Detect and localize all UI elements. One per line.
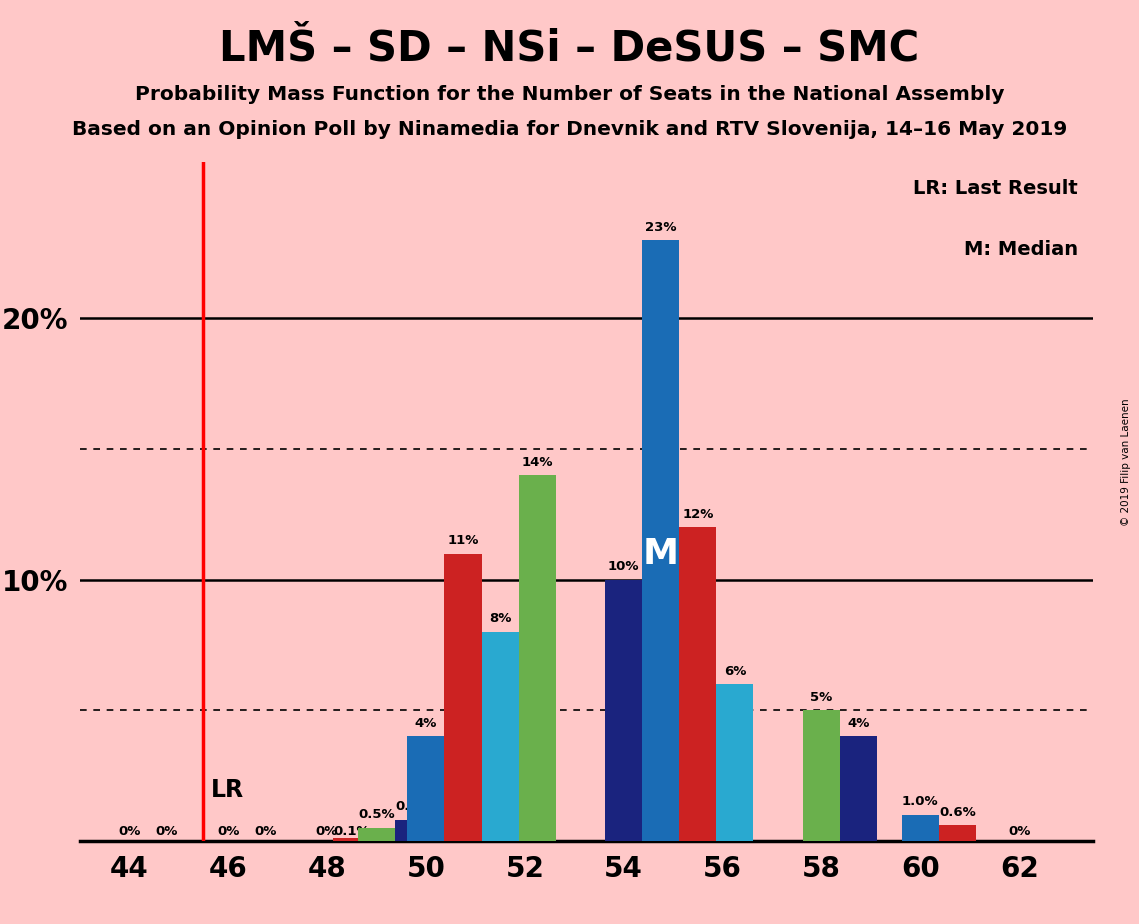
Bar	[902, 815, 939, 841]
Text: 11%: 11%	[448, 534, 478, 547]
Text: M: Median: M: Median	[964, 240, 1079, 259]
Bar	[395, 820, 432, 841]
Text: Based on an Opinion Poll by Ninamedia for Dnevnik and RTV Slovenija, 14–16 May 2: Based on an Opinion Poll by Ninamedia fo…	[72, 120, 1067, 140]
Bar	[518, 475, 556, 841]
Bar	[605, 579, 642, 841]
Bar	[482, 632, 518, 841]
Text: 0%: 0%	[316, 825, 338, 838]
Text: 5%: 5%	[810, 691, 833, 704]
Text: 0%: 0%	[155, 825, 178, 838]
Text: M: M	[642, 537, 679, 570]
Text: 14%: 14%	[522, 456, 552, 468]
Text: 10%: 10%	[608, 560, 639, 573]
Text: 0%: 0%	[1008, 825, 1031, 838]
Bar	[408, 736, 444, 841]
Text: 4%: 4%	[415, 717, 437, 730]
Text: 0.5%: 0.5%	[358, 808, 395, 821]
Text: 8%: 8%	[489, 613, 511, 626]
Text: LMŠ – SD – NSi – DeSUS – SMC: LMŠ – SD – NSi – DeSUS – SMC	[220, 28, 919, 69]
Text: 0.6%: 0.6%	[939, 806, 976, 819]
Text: 1.0%: 1.0%	[902, 796, 939, 808]
Bar	[679, 528, 716, 841]
Bar	[358, 828, 395, 841]
Bar	[444, 553, 482, 841]
Text: LR: Last Result: LR: Last Result	[913, 178, 1079, 198]
Text: 0%: 0%	[216, 825, 239, 838]
Bar	[803, 711, 841, 841]
Text: 4%: 4%	[847, 717, 870, 730]
Text: 6%: 6%	[723, 664, 746, 677]
Text: 0.1%: 0.1%	[334, 825, 370, 838]
Bar	[841, 736, 877, 841]
Text: 12%: 12%	[682, 508, 713, 521]
Text: 23%: 23%	[645, 221, 677, 234]
Bar	[716, 684, 754, 841]
Bar	[939, 825, 976, 841]
Text: LR: LR	[211, 778, 244, 802]
Text: Probability Mass Function for the Number of Seats in the National Assembly: Probability Mass Function for the Number…	[134, 85, 1005, 104]
Text: © 2019 Filip van Laenen: © 2019 Filip van Laenen	[1121, 398, 1131, 526]
Text: 0.8%: 0.8%	[395, 800, 432, 813]
Bar	[642, 240, 679, 841]
Text: 0%: 0%	[118, 825, 140, 838]
Bar	[333, 838, 370, 841]
Text: 0%: 0%	[254, 825, 277, 838]
